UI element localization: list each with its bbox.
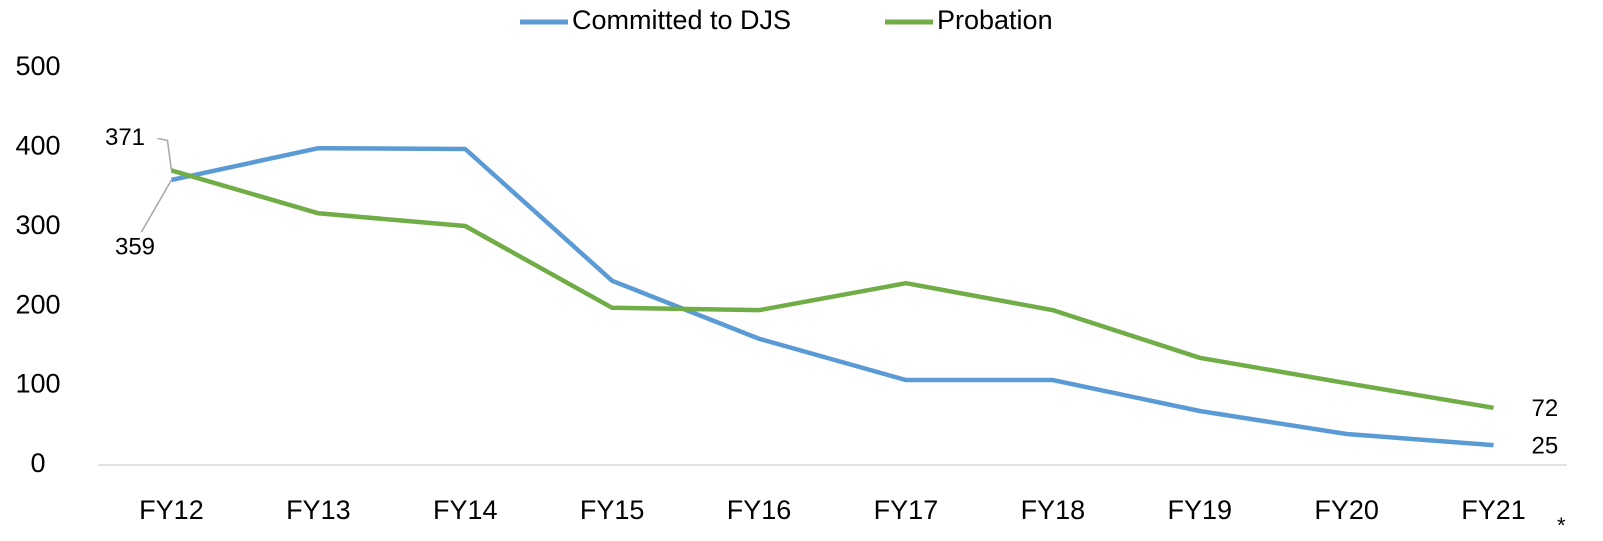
x-tick-label: FY13 bbox=[286, 495, 351, 525]
data-label: 371 bbox=[105, 124, 145, 151]
y-tick-label: 400 bbox=[15, 131, 60, 161]
data-label: 25 bbox=[1532, 432, 1559, 459]
legend-label: Committed to DJS bbox=[572, 5, 791, 35]
y-tick-label: 200 bbox=[15, 289, 60, 319]
x-tick-label: FY20 bbox=[1314, 495, 1379, 525]
y-tick-label: 500 bbox=[15, 51, 60, 81]
leader-line bbox=[157, 137, 173, 171]
x-tick-label: FY21 bbox=[1461, 495, 1526, 525]
x-tick-label: FY14 bbox=[433, 495, 498, 525]
y-tick-label: 100 bbox=[15, 369, 60, 399]
x-tick-label: FY18 bbox=[1021, 495, 1086, 525]
x-tick-label: FY17 bbox=[874, 495, 939, 525]
x-tick-label: FY15 bbox=[580, 495, 645, 525]
y-tick-label: 300 bbox=[15, 210, 60, 240]
x-tick-label: FY16 bbox=[727, 495, 792, 525]
data-label: 359 bbox=[115, 233, 155, 260]
data-label: 72 bbox=[1532, 395, 1559, 422]
legend-label: Probation bbox=[937, 5, 1053, 35]
y-tick-label: 0 bbox=[30, 448, 45, 478]
leader-line bbox=[140, 179, 173, 233]
series-line bbox=[170, 145, 1494, 448]
x-tick-label: FY12 bbox=[139, 495, 204, 525]
series-line bbox=[170, 168, 1494, 411]
x-tick-label: FY19 bbox=[1167, 495, 1232, 525]
annotation: * bbox=[1557, 513, 1566, 538]
